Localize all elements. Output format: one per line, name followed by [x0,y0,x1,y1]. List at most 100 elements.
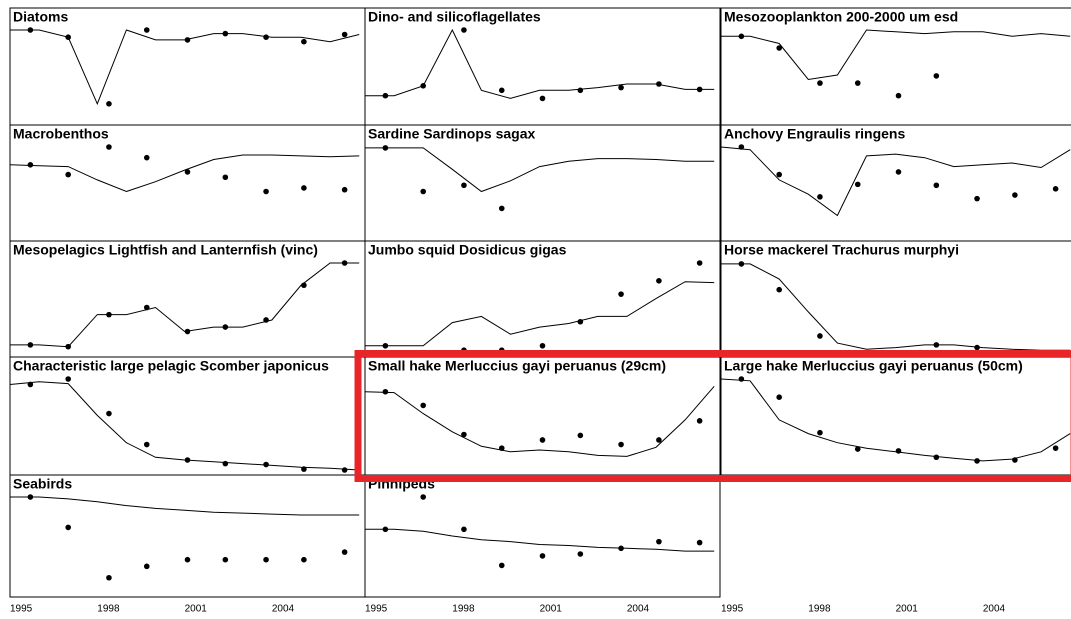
fitted-line [720,378,1071,462]
observed-point [27,494,34,500]
observed-point [143,441,150,448]
observed-point [895,92,902,99]
x-tick-label: 1995 [10,604,33,615]
panel-frame [364,356,721,476]
observed-point [65,343,71,350]
observed-point [301,282,307,289]
observed-point [776,171,782,178]
panel-frame [364,474,721,598]
x-tick-label: 2004 [272,604,295,615]
observed-point [498,205,505,212]
observed-point [27,342,34,348]
highlight-box [354,350,1071,482]
x-tick-label: 2004 [983,604,1006,615]
x-tick-label: 2001 [185,604,208,615]
x-tick-label: 1995 [721,604,744,615]
observed-point [656,538,662,545]
panel-frame [9,7,366,126]
observed-point [461,27,467,33]
fitted-line [365,528,715,552]
x-tick-label: 2001 [896,604,919,615]
observed-point [895,448,902,454]
observed-point [301,466,307,472]
fitted-line [10,262,360,348]
observed-point [420,83,426,89]
panel-title: Characteristic large pelagic Scomber jap… [13,358,329,374]
observed-point [618,441,624,448]
observed-point [1012,192,1018,198]
observed-point [933,342,940,348]
observed-point [65,376,71,382]
x-tick-label: 2004 [627,604,650,615]
observed-point [738,261,745,267]
observed-point [539,437,546,443]
observed-point [817,194,823,200]
observed-point [222,174,229,181]
observed-point [854,80,861,86]
panel-frame [720,124,1071,242]
observed-point [933,454,940,461]
observed-point [143,154,150,161]
panel-title: Horse mackerel Trachurus murphyi [724,242,959,258]
observed-point [776,394,782,401]
observed-point [106,574,112,581]
observed-point [539,95,546,102]
observed-point [738,376,745,382]
fitted-line [9,381,360,471]
observed-point [420,402,426,409]
observed-point [696,539,703,546]
observed-point [143,27,150,33]
observed-point [184,328,191,335]
observed-point [1052,445,1059,451]
panel-title: Small hake Merluccius gayi peruanus (29c… [368,358,666,374]
observed-point [341,467,348,473]
observed-point [27,381,34,388]
panel-title: Dino- and silicoflagellates [368,9,541,25]
fitted-line [10,496,360,516]
observed-point [656,278,662,284]
observed-point [301,185,307,191]
observed-point [933,73,940,79]
observed-point [27,162,34,168]
observed-point [817,333,823,339]
observed-point [382,92,389,99]
panel-frame [364,124,721,242]
observed-point [854,446,861,452]
panel-title: Seabirds [13,476,72,492]
panel-frame [720,240,1071,358]
observed-point [263,34,269,40]
fitted-line [365,28,715,99]
observed-point [776,286,782,293]
observed-point [341,549,348,555]
panel-title: Diatoms [13,9,68,25]
fitted-line [365,147,715,193]
observed-point [106,144,112,150]
panel-title: Sardine Sardinops sagax [368,126,535,142]
observed-point [184,169,191,175]
panel-frame [9,474,366,598]
observed-point [577,318,584,325]
observed-point [143,304,150,311]
panel-title: Anchovy Engraulis ringens [724,126,905,142]
observed-point [776,45,782,51]
fitted-line [720,146,1071,217]
observed-point [263,556,269,563]
panel-frame [720,7,1071,126]
fitted-line [721,263,1071,351]
observed-point [301,556,307,563]
panel-frame [9,124,366,242]
observed-point [461,526,467,533]
panel-title: Jumbo squid Dosidicus gigas [368,242,567,258]
observed-point [65,34,71,40]
observed-point [656,437,662,443]
x-tick-label: 1998 [452,604,475,615]
observed-point [498,87,505,94]
panel-title: Mesopelagics Lightfish and Lanternfish (… [13,242,318,258]
observed-point [618,291,624,297]
panel-frame [9,240,366,358]
observed-point [539,553,546,559]
observed-point [618,545,624,552]
observed-point [341,260,348,266]
